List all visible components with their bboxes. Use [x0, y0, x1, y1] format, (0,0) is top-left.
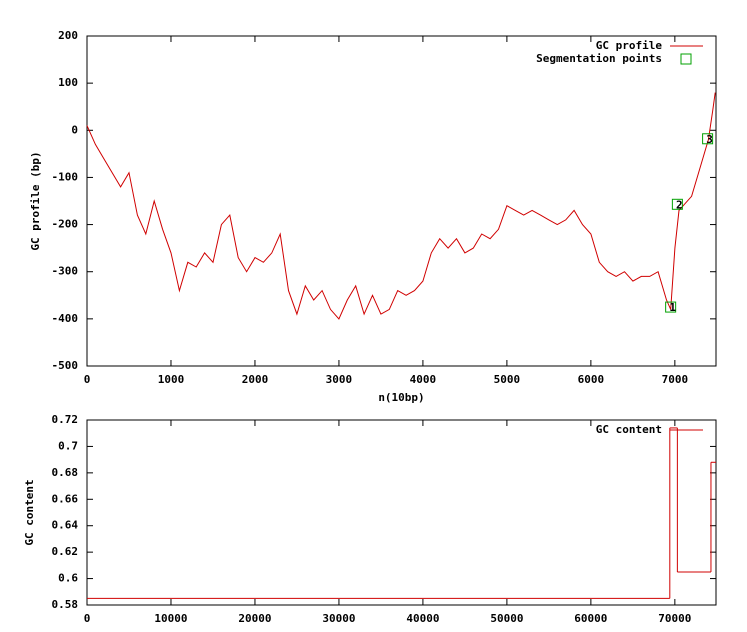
point-label: 2 [676, 198, 683, 211]
plot-frame [86, 35, 717, 367]
y-axis-label: GC profile (bp) [29, 151, 42, 250]
y-tick-label: -100 [52, 170, 79, 183]
x-tick-label: 40000 [406, 612, 439, 625]
gc-profile-line [86, 92, 716, 320]
y-tick-label: 0.64 [52, 519, 79, 532]
y-tick-label: 0.66 [52, 492, 79, 505]
x-tick-label: 5000 [494, 373, 521, 386]
x-tick-label: 20000 [238, 612, 271, 625]
y-tick-label: 0.58 [52, 598, 79, 611]
y-tick-label: 0.62 [52, 545, 79, 558]
legend-label: GC content [596, 423, 662, 436]
legend-label: Segmentation points [536, 52, 662, 65]
segmentation-point [665, 301, 677, 313]
y-tick-label: 0.72 [52, 413, 79, 426]
x-tick-label: 60000 [574, 612, 607, 625]
x-tick-label: 70000 [658, 612, 691, 625]
point-label: 1 [669, 301, 676, 314]
y-tick-label: -300 [52, 265, 79, 278]
x-tick-label: 7000 [662, 373, 689, 386]
y-tick-label: -200 [52, 218, 79, 231]
plot-frame [86, 419, 717, 606]
x-tick-label: 6000 [578, 373, 605, 386]
y-tick-label: 200 [58, 29, 78, 42]
segmentation-point [671, 198, 683, 210]
y-tick-label: 0.68 [52, 466, 79, 479]
y-tick-label: 100 [58, 76, 78, 89]
y-tick-label: 0.7 [58, 439, 78, 452]
y-tick-label: -400 [52, 312, 79, 325]
legend-label: GC profile [596, 39, 663, 52]
x-axis-label: n(10bp) [378, 391, 424, 404]
x-tick-label: 0 [84, 373, 91, 386]
segmentation-point [702, 133, 714, 145]
legend-swatch [680, 53, 692, 65]
x-tick-label: 1000 [158, 373, 185, 386]
y-tick-label: 0 [71, 123, 78, 136]
y-tick-label: -500 [52, 359, 79, 372]
point-label: 3 [706, 133, 713, 146]
x-tick-label: 2000 [242, 373, 269, 386]
y-axis-label: GC content [23, 479, 36, 545]
x-tick-label: 0 [84, 612, 91, 625]
x-tick-label: 3000 [326, 373, 353, 386]
x-tick-label: 4000 [410, 373, 437, 386]
x-tick-label: 30000 [322, 612, 355, 625]
x-tick-label: 10000 [154, 612, 187, 625]
x-tick-label: 50000 [490, 612, 523, 625]
y-tick-label: 0.6 [58, 572, 78, 585]
